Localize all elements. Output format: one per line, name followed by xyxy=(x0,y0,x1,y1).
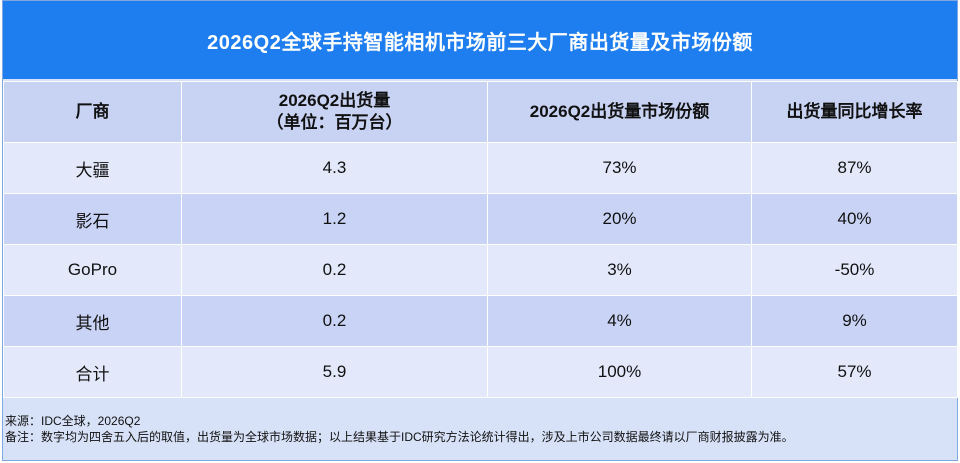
cell-vendor: 大疆 xyxy=(3,142,182,194)
table-row: 大疆 4.3 73% 87% xyxy=(3,142,958,194)
remark-note: 备注：数字均为四舍五入后的取值，出货量为全球市场数据；以上结果基于IDC研究方法… xyxy=(5,430,794,444)
header-market-share: 2026Q2出货量市场份额 xyxy=(487,81,752,143)
cell-growth: 40% xyxy=(751,193,958,245)
cell-growth: 87% xyxy=(751,142,958,194)
cell-shipments: 0.2 xyxy=(181,295,488,347)
cell-vendor: GoPro xyxy=(3,244,182,296)
cell-growth: 57% xyxy=(751,346,958,398)
table-row-total: 合计 5.9 100% 57% xyxy=(3,346,958,398)
cell-growth: -50% xyxy=(751,244,958,296)
cell-share: 3% xyxy=(487,244,752,296)
shipments-table: 厂商 2026Q2出货量 （单位：百万台） 2026Q2出货量市场份额 出货量同… xyxy=(3,81,958,398)
table-row: GoPro 0.2 3% -50% xyxy=(3,244,958,296)
table-row: 其他 0.2 4% 9% xyxy=(3,295,958,347)
header-yoy-growth: 出货量同比增长率 xyxy=(751,81,958,143)
cell-share: 20% xyxy=(487,193,752,245)
source-note: 来源：IDC全球，2026Q2 xyxy=(5,414,141,428)
cell-vendor: 其他 xyxy=(3,295,182,347)
cell-vendor: 合计 xyxy=(3,346,182,398)
cell-shipments: 0.2 xyxy=(181,244,488,296)
table-header-row: 厂商 2026Q2出货量 （单位：百万台） 2026Q2出货量市场份额 出货量同… xyxy=(3,81,958,143)
cell-shipments: 1.2 xyxy=(181,193,488,245)
table-row: 影石 1.2 20% 40% xyxy=(3,193,958,245)
cell-vendor: 影石 xyxy=(3,193,182,245)
cell-share: 73% xyxy=(487,142,752,194)
cell-shipments: 5.9 xyxy=(181,346,488,398)
page-title: 2026Q2全球手持智能相机市场前三大厂商出货量及市场份额 xyxy=(3,1,957,79)
cell-growth: 9% xyxy=(751,295,958,347)
header-vendor: 厂商 xyxy=(3,81,182,143)
cell-share: 4% xyxy=(487,295,752,347)
footnotes: 来源：IDC全球，2026Q2 备注：数字均为四舍五入后的取值，出货量为全球市场… xyxy=(5,413,955,445)
header-shipments: 2026Q2出货量 （单位：百万台） xyxy=(181,81,488,143)
cell-share: 100% xyxy=(487,346,752,398)
cell-shipments: 4.3 xyxy=(181,142,488,194)
